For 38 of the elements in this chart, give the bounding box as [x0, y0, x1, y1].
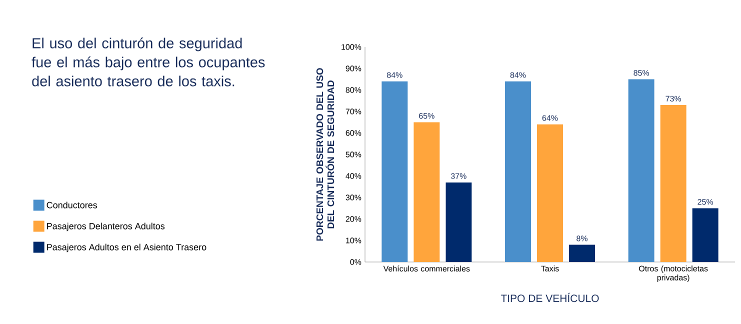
- bar: [692, 208, 718, 262]
- data-label: 85%: [634, 70, 650, 76]
- legend-label: Pasajeros Adultos en el Asiento Trasero: [47, 244, 206, 252]
- y-tick-label: 70%: [346, 108, 362, 114]
- y-tick-label: 20%: [346, 216, 362, 222]
- y-axis-title: PORCENTAJE OBSERVADO DEL USO DEL CINTURÓN DE SEGURIDAD: [316, 68, 334, 241]
- data-label: 65%: [419, 113, 434, 119]
- data-label: 73%: [666, 96, 682, 102]
- x-tick-label: Otros (motocicletas privadas): [639, 266, 708, 282]
- y-tick-label: 50%: [346, 152, 362, 158]
- bar: [660, 105, 686, 262]
- x-axis-title: TIPO DE VEHÍCULO: [500, 292, 599, 302]
- data-label: 64%: [542, 115, 558, 121]
- legend-label: Conductores: [46, 202, 98, 208]
- y-tick-label: 40%: [346, 173, 362, 179]
- y-tick-label: 30%: [346, 194, 362, 200]
- y-tick-label: 60%: [346, 130, 362, 136]
- y-tick-label: 90%: [346, 66, 362, 72]
- bar: [414, 122, 440, 262]
- x-tick-label: Taxis: [541, 266, 559, 272]
- y-tick-label: 80%: [346, 87, 362, 93]
- bar: [382, 81, 408, 262]
- data-label: 37%: [450, 173, 466, 179]
- x-tick-label: Vehículos commerciales: [383, 266, 470, 272]
- data-label: 25%: [698, 199, 714, 205]
- bar: [446, 182, 472, 262]
- data-label: 84%: [387, 72, 402, 78]
- bar: [537, 124, 563, 262]
- y-tick-label: 100%: [342, 44, 362, 50]
- bar: [505, 81, 531, 262]
- y-tick-label: 10%: [346, 238, 362, 244]
- data-label: 8%: [576, 236, 588, 242]
- data-label: 84%: [510, 72, 526, 78]
- y-tick-label: 0%: [350, 259, 362, 265]
- bar: [569, 244, 595, 262]
- bar: [628, 79, 654, 262]
- text: El uso del cinturón de seguridad fue el más bajo entre los ocupantes del asiento trasero de los taxis.: [32, 38, 265, 86]
- legend-label: Pasajeros Delanteros Adultos: [47, 222, 165, 232]
